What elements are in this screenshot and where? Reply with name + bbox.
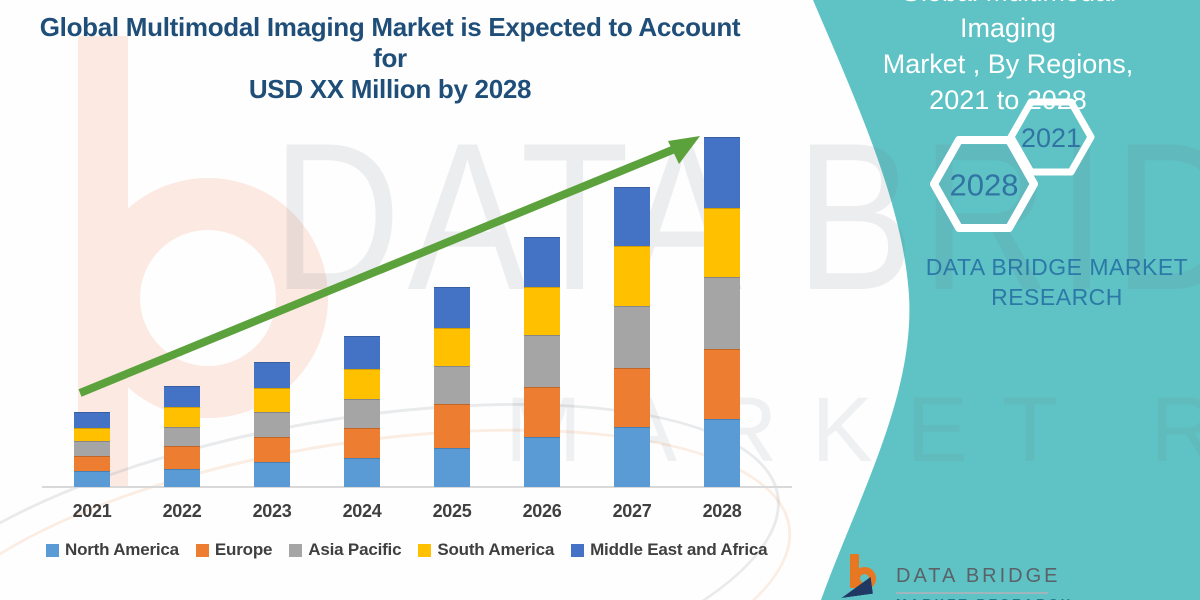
- bar-segment-2028-middle-east-and-africa: [704, 137, 740, 208]
- legend-label: Asia Pacific: [308, 540, 402, 559]
- bar-segment-2025-asia-pacific: [434, 366, 470, 404]
- bar-segment-2025-middle-east-and-africa: [434, 287, 470, 328]
- bar-segment-2021-middle-east-and-africa: [74, 412, 110, 428]
- chart-title-line2: USD XX Million by 2028: [248, 74, 532, 104]
- legend-item-asia-pacific: Asia Pacific: [289, 540, 402, 560]
- legend-item-north-america: North America: [46, 540, 179, 560]
- trend-arrow-head: [668, 136, 700, 164]
- bar-segment-2024-middle-east-and-africa: [344, 336, 380, 369]
- bar-segment-2026-asia-pacific: [524, 335, 560, 387]
- bar-segment-2022-middle-east-and-africa: [164, 386, 200, 407]
- x-axis-label-2022: 2022: [162, 501, 202, 521]
- bar-segment-2023-middle-east-and-africa: [254, 362, 290, 388]
- bar-segment-2024-south-america: [344, 369, 380, 399]
- chart-title-line1: Global Multimodal Imaging Market is Expe…: [39, 12, 741, 73]
- bar-segment-2022-asia-pacific: [164, 427, 200, 446]
- bar-segment-2022-europe: [164, 446, 200, 469]
- legend-item-middle-east-and-africa: Middle East and Africa: [571, 540, 768, 560]
- legend-swatch-icon: [418, 543, 432, 557]
- bar-segment-2027-asia-pacific: [614, 306, 650, 368]
- x-axis-label-2027: 2027: [612, 501, 652, 521]
- bar-segment-2028-europe: [704, 349, 740, 419]
- x-axis-label-2024: 2024: [342, 501, 382, 521]
- bar-segment-2024-north-america: [344, 458, 380, 487]
- legend-label: North America: [65, 540, 179, 559]
- bar-segment-2027-north-america: [614, 427, 650, 487]
- bar-segment-2021-europe: [74, 456, 110, 471]
- bar-segment-2028-north-america: [704, 419, 740, 487]
- bar-segment-2024-asia-pacific: [344, 399, 380, 428]
- bar-segment-2026-north-america: [524, 437, 560, 487]
- legend-swatch-icon: [195, 543, 209, 557]
- bar-segment-2024-europe: [344, 428, 380, 458]
- bar-segment-2028-asia-pacific: [704, 277, 740, 349]
- x-axis-label-2025: 2025: [432, 501, 472, 521]
- legend-item-europe: Europe: [195, 540, 273, 560]
- chart-title: Global Multimodal Imaging Market is Expe…: [30, 12, 750, 105]
- x-axis-label-2026: 2026: [522, 501, 562, 521]
- x-axis-label-2021: 2021: [72, 501, 112, 521]
- legend-item-south-america: South America: [418, 540, 554, 560]
- chart-legend: North America Europe Asia Pacific South Ame…: [46, 540, 768, 560]
- bar-segment-2027-south-america: [614, 246, 650, 306]
- bar-segment-2023-europe: [254, 437, 290, 462]
- x-axis-label-2023: 2023: [252, 501, 292, 521]
- x-axis-label-2028: 2028: [702, 501, 742, 521]
- bar-segment-2023-north-america: [254, 462, 290, 487]
- trend-arrow-shaft: [78, 142, 684, 397]
- bar-segment-2026-middle-east-and-africa: [524, 237, 560, 287]
- bar-segment-2025-north-america: [434, 448, 470, 487]
- bar-segment-2026-europe: [524, 387, 560, 437]
- teal-panel-shape: [813, 0, 1200, 600]
- bar-segment-2026-south-america: [524, 287, 560, 335]
- bar-segment-2022-south-america: [164, 407, 200, 427]
- x-axis-line: [42, 486, 792, 488]
- legend-swatch-icon: [571, 543, 585, 557]
- bar-segment-2021-asia-pacific: [74, 441, 110, 456]
- bar-segment-2027-middle-east-and-africa: [614, 187, 650, 246]
- bar-segment-2022-north-america: [164, 469, 200, 487]
- bar-segment-2023-asia-pacific: [254, 412, 290, 437]
- bar-segment-2021-north-america: [74, 471, 110, 487]
- legend-label: South America: [437, 540, 555, 559]
- bar-segment-2027-europe: [614, 368, 650, 427]
- bar-segment-2021-south-america: [74, 428, 110, 441]
- bar-segment-2025-south-america: [434, 328, 470, 366]
- bar-segment-2025-europe: [434, 404, 470, 448]
- legend-swatch-icon: [46, 543, 59, 557]
- legend-label: Middle East and Africa: [590, 540, 768, 559]
- legend-swatch-icon: [289, 543, 303, 557]
- bar-segment-2023-south-america: [254, 388, 290, 412]
- legend-label: Europe: [214, 540, 273, 559]
- bar-segment-2028-south-america: [704, 208, 740, 277]
